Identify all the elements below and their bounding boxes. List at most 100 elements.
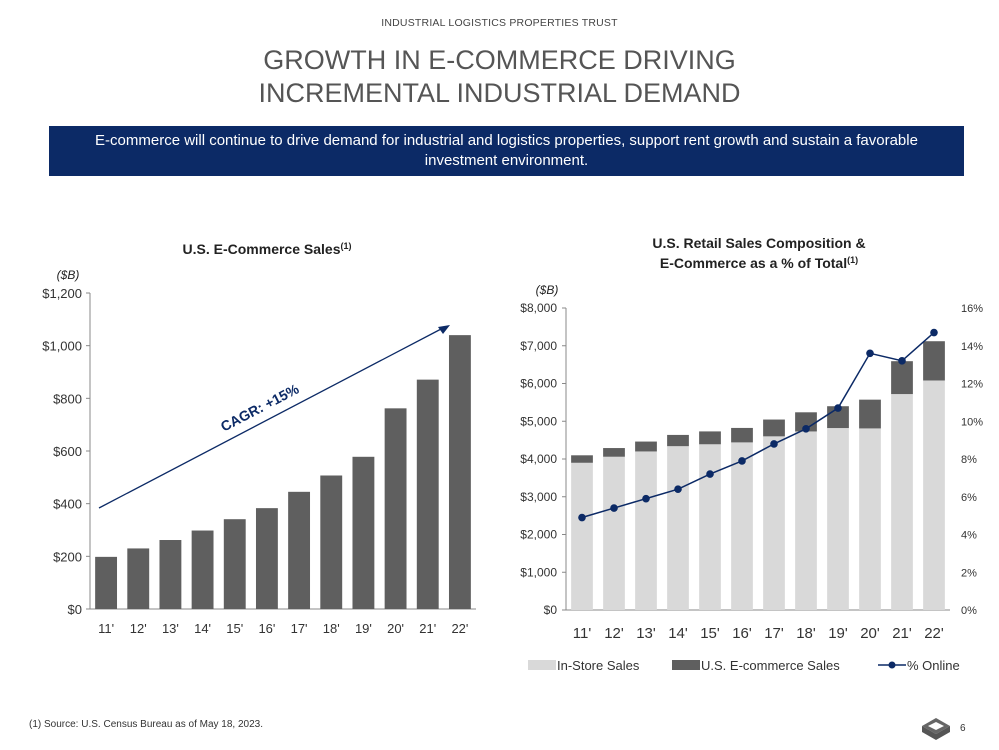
page-number: 6 (960, 723, 966, 734)
chart2-bar-ecommerce (699, 431, 721, 445)
chart2-bar-in-store (699, 444, 721, 610)
chart2-bar-in-store (763, 436, 785, 610)
footnote: (1) Source: U.S. Census Bureau as of May… (29, 719, 264, 730)
cagr-arrow-line (98, 327, 444, 509)
chart2-x-tick-label: 21' (892, 625, 912, 642)
chart2-bar-in-store (859, 428, 881, 610)
chart2-x-tick-label: 11' (573, 625, 592, 642)
chart2-y-tick-label: $4,000 (520, 452, 557, 466)
chart2-bar-ecommerce (667, 434, 689, 447)
ecommerce-sales-chart: U.S. E-Commerce Sales(1) ($B) $0 $200 $400… (42, 241, 476, 636)
chart1-x-tick-label: 17' (291, 621, 308, 636)
page-title-line2: INCREMENTAL INDUSTRIAL DEMAND (258, 78, 741, 108)
chart2-y-tick-label: $6,000 (520, 377, 557, 391)
chart1-bar (416, 379, 439, 609)
chart1-bar (320, 475, 343, 609)
chart1-x-tick-label: 21' (419, 621, 436, 636)
chart1-y-tick-label: $200 (53, 549, 82, 564)
chart2-y2-tick-label: 4% (961, 530, 977, 542)
chart1-bar (255, 508, 278, 609)
page-title: GROWTH IN E-COMMERCE DRIVING INCREMENTAL… (0, 44, 999, 110)
chart2-online-point (930, 328, 938, 337)
chart2-y2-tick-label: 14% (961, 341, 983, 353)
chart2-y-tick-label: $7,000 (520, 339, 557, 353)
chart2-bar-ecommerce (731, 427, 753, 443)
chart2-y-tick-label: $0 (544, 603, 558, 617)
chart1-bars (95, 335, 471, 609)
chart2-online-point (642, 494, 650, 503)
chart2-y-tick-label: $8,000 (520, 301, 557, 315)
chart1-bar (95, 556, 118, 609)
cagr-arrow-head-icon (438, 325, 450, 334)
chart1-x-tick-label: 20' (387, 621, 404, 636)
chart1-axes (86, 292, 476, 610)
chart2-bar-in-store (571, 462, 593, 610)
summary-banner-text: E-commerce will continue to drive demand… (95, 132, 918, 169)
chart2-bar-in-store (827, 428, 849, 610)
chart2-online-line (578, 328, 938, 522)
chart2-title-line2: E-Commerce as a % of Total(1) (660, 255, 858, 271)
company-name: INDUSTRIAL LOGISTICS PROPERTIES TRUST (381, 17, 618, 29)
chart2-online-point (898, 357, 906, 365)
chart2-x-tick-label: 20' (860, 625, 880, 642)
chart2-online-point (738, 457, 746, 465)
chart1-y-tick-label: $600 (53, 444, 82, 459)
chart2-y2-tick-label: 2% (961, 567, 977, 579)
chart1-bar (159, 540, 182, 609)
chart2-y2-tick-label: 6% (961, 492, 977, 504)
chart2-x-tick-label: 13' (636, 625, 656, 642)
chart2-y2-tick-label: 10% (961, 416, 983, 428)
chart2-bar-ecommerce (635, 441, 657, 452)
chart2-bar-ecommerce (891, 361, 913, 395)
chart2-bar-ecommerce (763, 419, 785, 437)
chart2-online-point (770, 440, 778, 448)
diamond-logo-icon (922, 718, 950, 740)
chart2-bar-in-store (923, 380, 945, 610)
chart1-bar (127, 548, 150, 609)
chart2-bar-in-store (731, 442, 753, 610)
chart2-online-point (802, 425, 810, 433)
chart2-x-tick-label: 15' (700, 625, 720, 642)
chart2-x-tick-label: 17' (764, 625, 784, 642)
chart1-x-tick-label: 18' (323, 621, 340, 636)
chart2-bar-in-store (795, 431, 817, 610)
chart1-x-tick-label: 16' (258, 621, 275, 636)
chart2-axes (562, 307, 950, 611)
chart2-bar-ecommerce (923, 341, 945, 381)
chart2-x-tick-label: 14' (668, 625, 688, 642)
chart2-bar-ecommerce (603, 448, 625, 457)
chart2-y-tick-label: $1,000 (520, 565, 557, 579)
chart1-unit-label: ($B) (57, 268, 80, 282)
chart1-labels: $0 $200 $400 $600 $800 $1,000 $1,200 11' 12' 13' 1… (42, 286, 468, 636)
chart1-x-tick-label: 14' (194, 621, 211, 636)
chart2-y2-tick-label: 8% (961, 454, 977, 466)
chart2-x-tick-label: 19' (828, 625, 848, 642)
chart2-title-line1: U.S. Retail Sales Composition & (652, 235, 865, 251)
chart1-x-tick-label: 15' (226, 621, 243, 636)
chart1-bar (352, 456, 375, 609)
chart2-bar-in-store (635, 451, 657, 610)
chart2-bar-ecommerce (859, 399, 881, 429)
chart2-online-point (866, 349, 874, 358)
retail-composition-chart: U.S. Retail Sales Composition & E-Commer… (520, 235, 983, 673)
legend-marker-online (888, 661, 896, 669)
chart2-y-tick-label: $2,000 (520, 528, 557, 542)
chart1-x-tick-label: 11' (98, 621, 114, 636)
chart2-unit-label: ($B) (536, 283, 559, 297)
chart1-title: U.S. E-Commerce Sales(1) (183, 241, 352, 257)
chart1-y-tick-label: $1,200 (42, 286, 82, 301)
chart2-online-point (674, 485, 682, 494)
chart1-bar (384, 408, 407, 609)
chart1-x-tick-label: 22' (451, 621, 468, 636)
chart1-x-tick-label: 19' (355, 621, 372, 636)
chart1-y-tick-label: $1,000 (42, 339, 82, 354)
chart2-bar-in-store (667, 446, 689, 610)
chart2-x-tick-label: 12' (604, 625, 624, 642)
chart2-bars (571, 341, 945, 610)
chart1-bar (448, 335, 471, 609)
chart2-y-tick-label: $3,000 (520, 490, 557, 504)
chart2-x-tick-label: 16' (732, 625, 752, 642)
chart1-y-tick-label: $800 (53, 391, 82, 406)
chart2-online-polyline (581, 331, 935, 519)
